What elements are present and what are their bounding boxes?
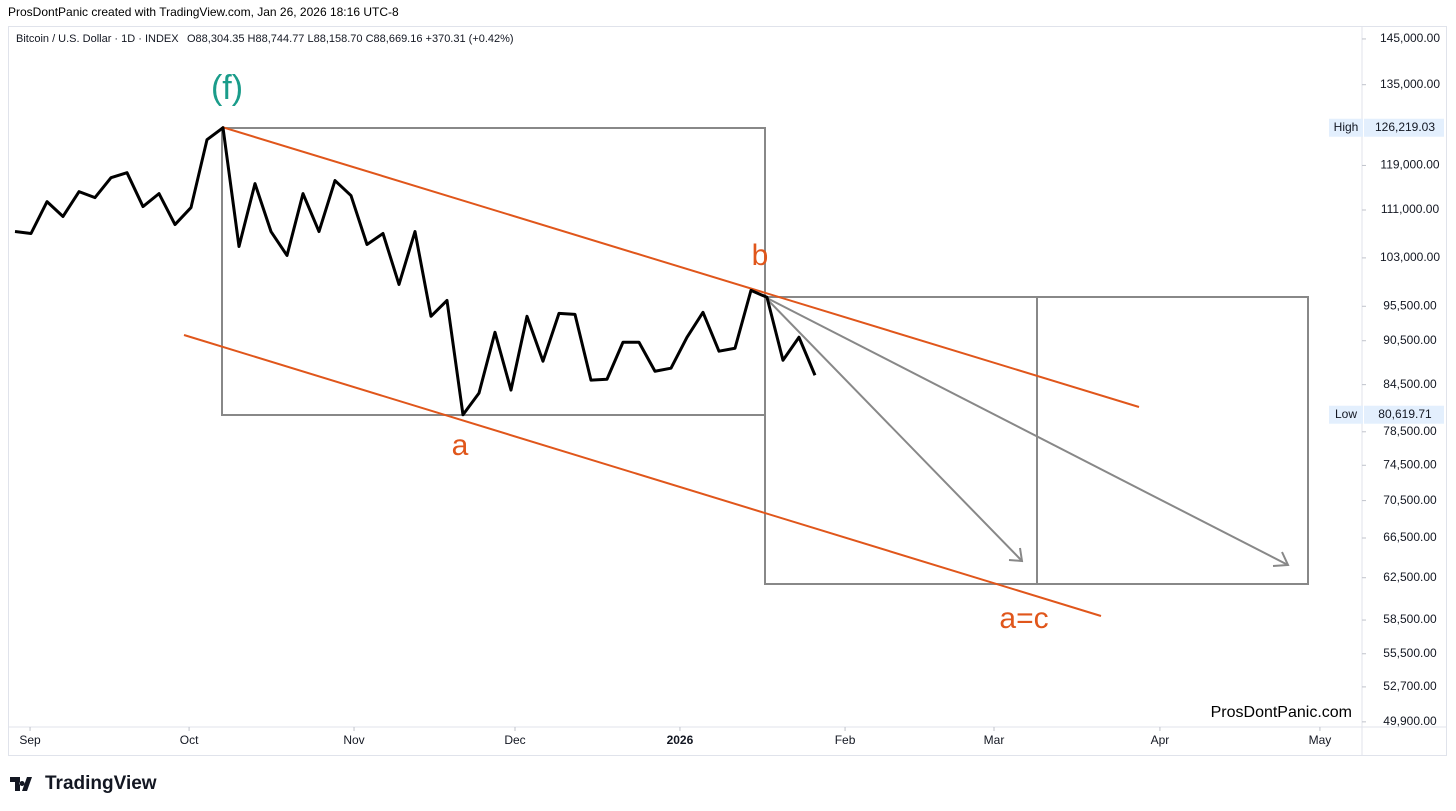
x-tick-label: Feb <box>835 733 856 747</box>
y-tick-label: 95,500.00 <box>1383 298 1437 312</box>
y-tick-label: 90,500.00 <box>1383 333 1437 347</box>
x-tick-label: Nov <box>343 733 364 747</box>
trend-line <box>183 334 1102 617</box>
legend: Bitcoin / U.S. Dollar · 1D · INDEX <box>16 33 179 45</box>
trend-line <box>221 126 1140 408</box>
arrow-head <box>1272 551 1290 567</box>
logo-text: TradingView <box>45 773 157 794</box>
logo-icon <box>10 777 32 791</box>
annotation: b <box>752 239 769 272</box>
price-badge <box>1329 118 1363 137</box>
annotation: a <box>452 429 469 462</box>
y-tick-label: 70,500.00 <box>1383 493 1437 507</box>
price-badge-name: High <box>1334 120 1359 134</box>
x-tick-label: May <box>1309 733 1332 747</box>
header: ProsDontPanic created with TradingView.c… <box>8 5 399 19</box>
box <box>221 127 766 416</box>
annotation: a=c <box>999 602 1048 635</box>
x-tick-label: Apr <box>1151 733 1170 747</box>
ohlc: O88,304.35 H88,744.77 L88,158.70 C88,669… <box>187 33 514 45</box>
box <box>1036 296 1309 585</box>
annotation: (f) <box>211 69 243 107</box>
y-tick-label: 52,700.00 <box>1383 679 1437 693</box>
y-tick-label: 135,000.00 <box>1380 77 1440 91</box>
arrow-head <box>1008 547 1024 563</box>
logo: TradingView <box>10 773 157 794</box>
watermark: ProsDontPanic.com <box>1211 704 1352 721</box>
price-badge <box>1329 405 1363 424</box>
y-tick-label: 55,500.00 <box>1383 646 1437 660</box>
x-tick-label: Sep <box>19 733 41 747</box>
x-tick-label: Mar <box>984 733 1005 747</box>
x-tick-label: Oct <box>180 733 199 747</box>
y-tick-label: 49,900.00 <box>1383 714 1437 728</box>
price-badge-label: 126,219.03 <box>1375 120 1435 134</box>
arrow <box>764 296 1289 566</box>
drawings <box>183 126 1309 617</box>
y-tick-label: 84,500.00 <box>1383 377 1437 391</box>
y-tick-label: 119,000.00 <box>1380 158 1439 172</box>
y-tick-label: 78,500.00 <box>1383 424 1437 438</box>
price-badge-label: 80,619.71 <box>1378 407 1432 421</box>
price-badge <box>1364 118 1444 137</box>
price-line <box>14 126 817 417</box>
x-tick-label: Dec <box>504 733 525 747</box>
arrow <box>764 296 1023 562</box>
y-tick-label: 111,000.00 <box>1381 202 1440 216</box>
price-badge-name: Low <box>1335 407 1357 421</box>
y-tick-label: 66,500.00 <box>1383 530 1437 544</box>
y-tick-label: 103,000.00 <box>1380 250 1440 264</box>
x-tick-label: 2026 <box>667 733 694 747</box>
y-tick-label: 62,500.00 <box>1383 570 1437 584</box>
y-tick-label: 58,500.00 <box>1383 612 1437 626</box>
y-tick-label: 145,000.00 <box>1380 31 1440 45</box>
y-tick-label: 74,500.00 <box>1383 457 1437 471</box>
frame <box>8 26 1447 756</box>
price-badge <box>1364 405 1444 424</box>
